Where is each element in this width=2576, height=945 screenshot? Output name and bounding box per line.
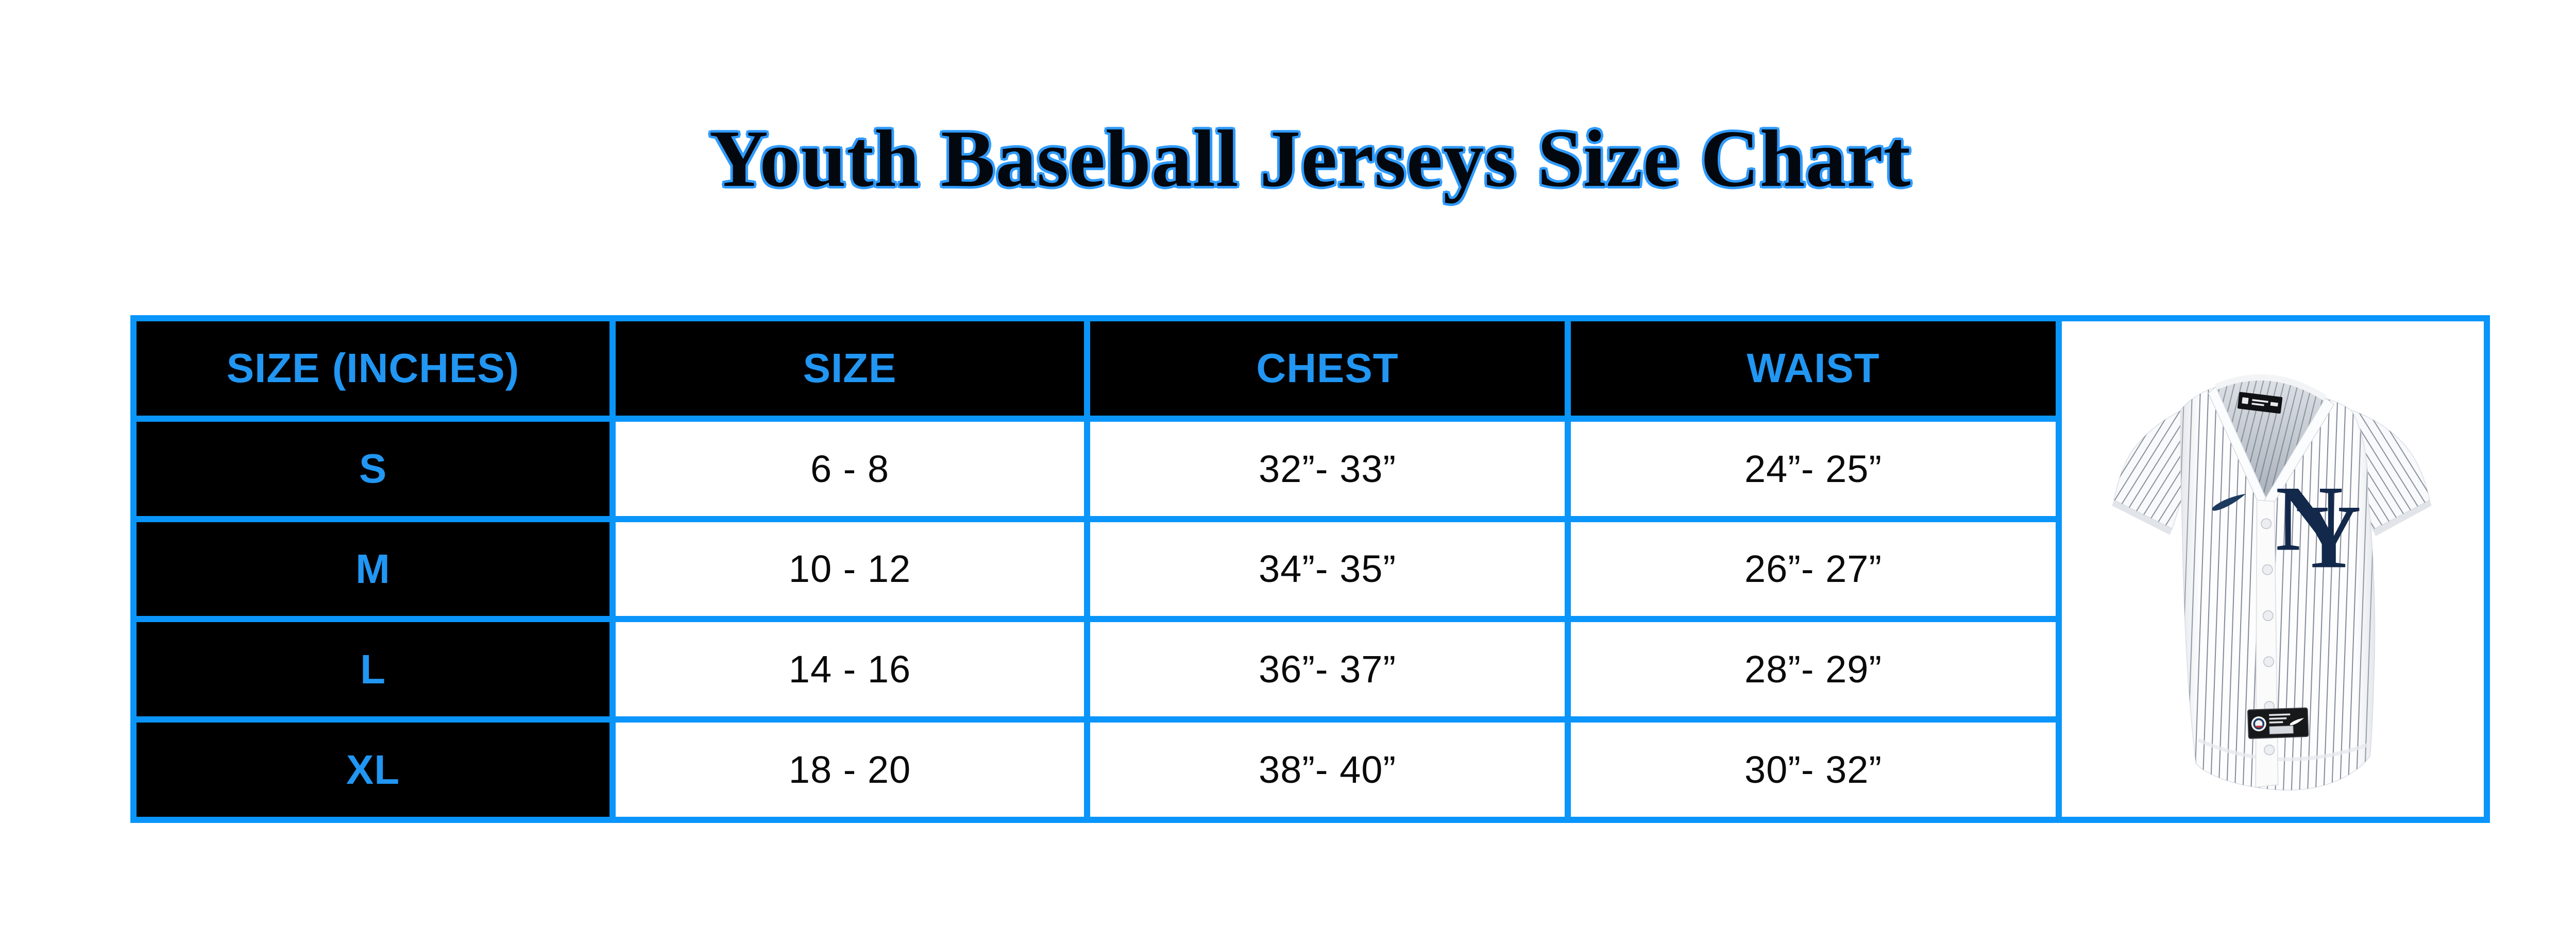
cell-size-l: 14 - 16: [616, 622, 1084, 717]
row-label-xl: XL: [137, 723, 609, 817]
jersey-right-sleeve: [2348, 408, 2432, 537]
row-label-l: L: [137, 622, 609, 717]
column-header-size-inches: SIZE (INCHES): [137, 321, 609, 416]
row-label-m: M: [137, 522, 609, 616]
cell-waist-l: 28”- 29”: [1571, 622, 2056, 717]
nike-swoosh-icon: [2212, 493, 2246, 511]
jock-tag: [2247, 707, 2309, 739]
jersey-image: N Y: [2111, 374, 2432, 791]
cell-waist-xl: 30”- 32”: [1571, 723, 2056, 817]
ny-logo-n: N: [2275, 468, 2343, 571]
column-header-chest: CHEST: [1090, 321, 1565, 416]
cell-chest-l: 36”- 37”: [1090, 622, 1565, 717]
page-title: Youth Baseball Jerseys Size Chart: [709, 114, 1911, 204]
cell-chest-s: 32”- 33”: [1090, 421, 1565, 516]
ny-logo: N Y: [2275, 468, 2361, 588]
jersey-collar: [2208, 374, 2334, 507]
cell-waist-m: 26”- 27”: [1571, 522, 2056, 616]
jersey-body: [2179, 377, 2375, 791]
neck-tag: [2237, 392, 2282, 414]
row-label-s: S: [137, 421, 609, 516]
cell-size-xl: 18 - 20: [616, 723, 1084, 817]
cell-chest-m: 34”- 35”: [1090, 522, 1565, 616]
jersey-placket: [2255, 500, 2279, 788]
cell-waist-s: 24”- 25”: [1571, 421, 2056, 516]
cell-size-m: 10 - 12: [616, 522, 1084, 616]
cell-size-s: 6 - 8: [616, 421, 1084, 516]
size-chart-table: SIZE (INCHES) SIZE CHEST WAIST: [130, 315, 2490, 823]
cell-chest-xl: 38”- 40”: [1090, 723, 1565, 817]
jersey-image-cell: N Y: [2062, 321, 2484, 817]
jersey-left-sleeve: [2111, 407, 2192, 535]
column-header-waist: WAIST: [1571, 321, 2056, 416]
column-header-size: SIZE: [616, 321, 1084, 416]
ny-logo-y: Y: [2295, 487, 2361, 587]
